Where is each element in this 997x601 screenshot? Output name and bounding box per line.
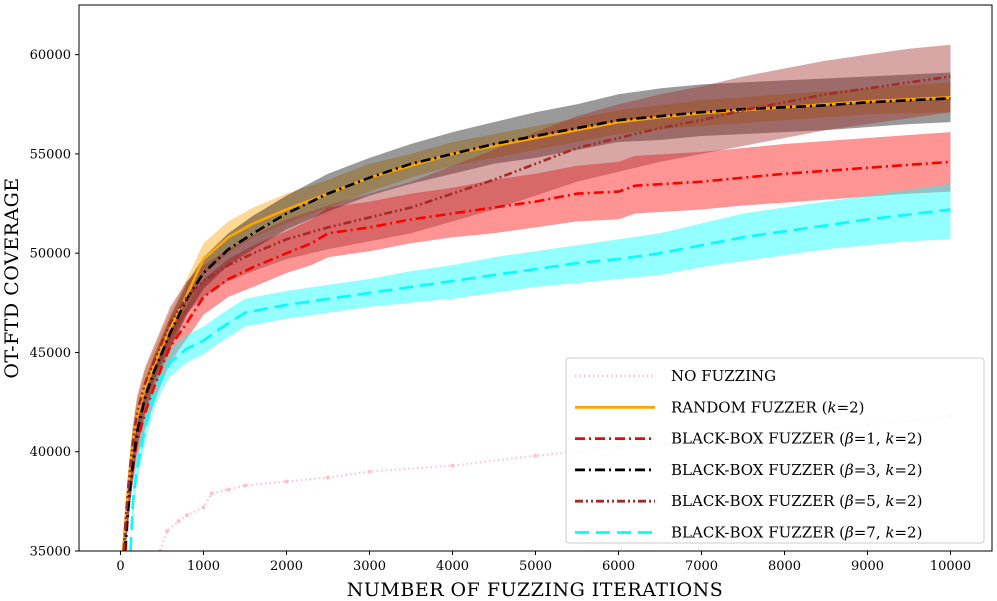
legend-box: [565, 357, 985, 544]
data-point: [164, 529, 169, 534]
x-tick-label: 8000: [768, 559, 801, 574]
x-tick-label: 4000: [436, 559, 469, 574]
data-point: [284, 479, 289, 484]
y-tick-label: 35000: [30, 545, 71, 560]
y-tick-label: 60000: [30, 48, 71, 63]
y-axis-title: OT-FTD COVERAGE: [1, 177, 23, 378]
legend-label: BLACK-BOX FUZZER (β=7, k=2): [671, 524, 922, 542]
data-point: [533, 453, 538, 458]
x-tick-label: 2000: [270, 559, 303, 574]
data-point: [326, 475, 330, 480]
data-point: [226, 487, 231, 492]
x-axis-title: NUMBER OF FUZZING ITERATIONS: [347, 579, 723, 601]
data-point: [176, 519, 181, 524]
confidence-band: [123, 82, 951, 551]
data-point: [184, 513, 189, 518]
series-lines: [121, 75, 953, 593]
y-tick-label: 55000: [30, 147, 71, 162]
y-tick-label: 50000: [30, 247, 71, 262]
x-tick-label: 9000: [851, 559, 884, 574]
data-point: [367, 469, 372, 474]
legend: NO FUZZING RANDOM FUZZER (k=2) BLACK-BOX F…: [565, 357, 985, 544]
data-point: [201, 505, 206, 510]
confidence-band: [125, 132, 951, 551]
data-point: [152, 589, 156, 593]
series-line: [124, 160, 951, 551]
y-tick-label: 45000: [30, 346, 71, 361]
legend-label: RANDOM FUZZER (k=2): [671, 398, 865, 416]
x-tick-label: 3000: [353, 559, 386, 574]
legend-label: BLACK-BOX FUZZER (β=1, k=2): [671, 430, 922, 448]
legend-label: BLACK-BOX FUZZER (β=5, k=2): [671, 492, 922, 510]
x-tick-label: 1000: [187, 559, 220, 574]
series-line: [122, 75, 951, 551]
confidence-band: [123, 44, 951, 551]
x-tick-label: 7000: [685, 559, 718, 574]
legend-label: BLACK-BOX FUZZER (β=3, k=2): [671, 461, 922, 479]
x-tick-label: 10000: [930, 559, 971, 574]
y-tick-label: 40000: [30, 445, 71, 460]
x-axis-ticks: 0 1000 2000 3000 4000 5000 6000 7000 8000 9000 100…: [116, 551, 971, 574]
x-tick-label: 0: [116, 559, 124, 574]
data-point: [450, 463, 455, 468]
data-point: [209, 491, 214, 496]
legend-label: NO FUZZING: [671, 367, 776, 385]
x-tick-label: 5000: [519, 559, 552, 574]
series-line: [129, 208, 951, 551]
data-point: [243, 483, 247, 488]
series-line: [123, 97, 951, 551]
y-axis-ticks: 35000 40000 45000 50000 55000 60000: [30, 48, 79, 560]
x-tick-label: 6000: [602, 559, 635, 574]
